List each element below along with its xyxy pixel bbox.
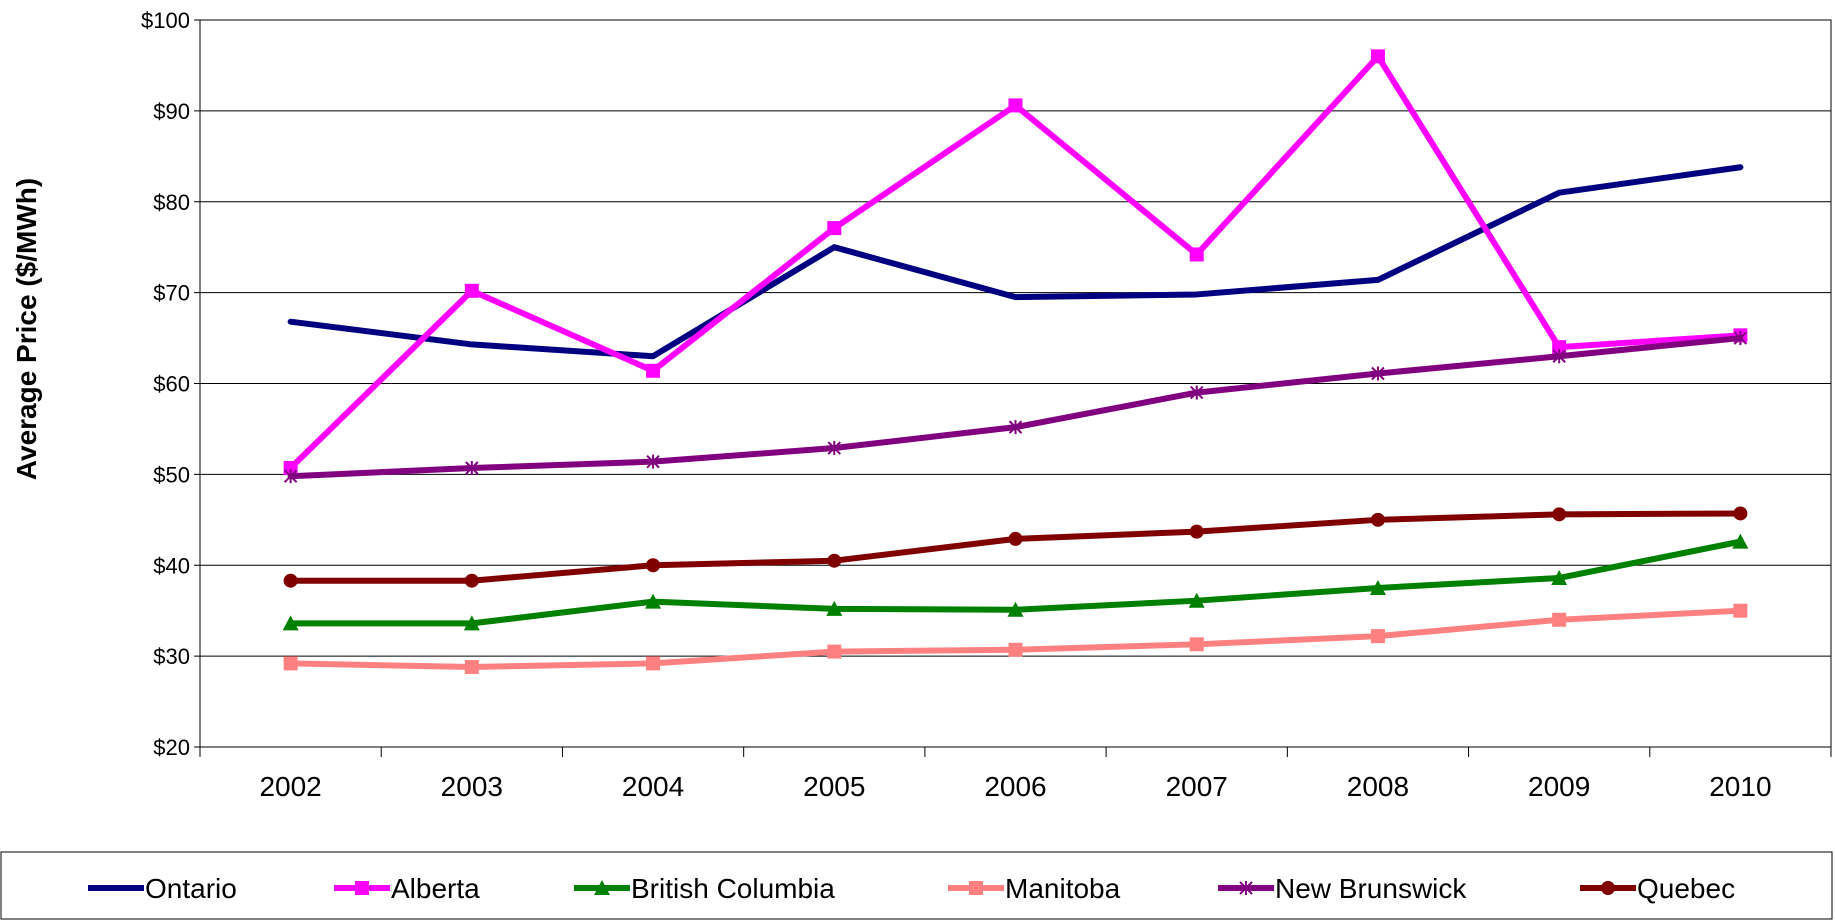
legend-item-quebec: Quebec: [1580, 873, 1735, 904]
data-point-new-brunswick: [1008, 420, 1023, 435]
y-tick-label: $90: [153, 99, 190, 124]
data-point-manitoba: [1008, 642, 1023, 657]
data-point-british-columbia: [463, 615, 480, 631]
series-new-brunswick: [283, 331, 1748, 484]
y-tick-label: $80: [153, 190, 190, 215]
data-point-quebec: [1370, 512, 1385, 527]
data-point-new-brunswick: [1371, 366, 1385, 381]
data-point-manitoba: [1552, 612, 1567, 627]
data-point-alberta: [1189, 247, 1204, 262]
series-manitoba: [283, 603, 1748, 675]
series-line-ontario: [287, 164, 1744, 360]
data-point-quebec: [1733, 506, 1748, 521]
legend-item-ontario: Ontario: [88, 873, 237, 904]
data-point-manitoba: [283, 656, 298, 671]
legend: Ontario Alberta British Columbia Manitoba Ne…: [0, 851, 1833, 920]
data-point-british-columbia: [645, 593, 662, 609]
data-point-british-columbia: [1551, 569, 1568, 585]
series-lines: [282, 49, 1749, 675]
series-line-new-brunswick: [287, 335, 1744, 480]
legend-label: British Columbia: [631, 873, 835, 904]
data-point-manitoba: [646, 656, 661, 671]
legend-label: New Brunswick: [1275, 873, 1467, 904]
legend-swatch-marker: [969, 881, 983, 895]
data-point-new-brunswick: [827, 441, 841, 456]
legend-label: Quebec: [1637, 873, 1735, 904]
x-tick-label: 2006: [984, 771, 1046, 802]
legend-swatch-marker: [1601, 881, 1615, 895]
legend-label: Alberta: [391, 873, 480, 904]
data-point-quebec: [1008, 531, 1023, 546]
data-point-quebec: [283, 573, 298, 588]
data-point-quebec: [827, 553, 842, 568]
y-tick-label: $70: [153, 281, 190, 306]
series-quebec: [283, 506, 1748, 588]
x-tick-label: 2004: [622, 771, 684, 802]
data-point-manitoba: [1189, 637, 1204, 652]
data-point-quebec: [646, 558, 661, 573]
y-tick-label: $20: [153, 735, 190, 760]
legend-box: [0, 851, 1833, 920]
data-point-new-brunswick: [646, 454, 660, 469]
data-point-british-columbia: [1369, 579, 1386, 595]
data-point-alberta: [1370, 49, 1385, 64]
legend-item-new-brunswick: New Brunswick: [1218, 873, 1467, 904]
data-point-alberta: [1008, 98, 1023, 113]
data-point-alberta: [464, 283, 479, 298]
data-point-manitoba: [1733, 603, 1748, 618]
data-point-british-columbia: [826, 600, 843, 616]
series-alberta: [283, 49, 1748, 476]
y-tick-label: $50: [153, 462, 190, 487]
y-axis-label: Average Price ($/MWh): [11, 178, 42, 480]
legend-item-alberta: Alberta: [334, 873, 480, 904]
axes: $20 $30 $40 $50 $60 $70 $80 $90 $100 2002 2003 2004…: [141, 8, 1832, 802]
y-tick-label: $60: [153, 372, 190, 397]
data-point-new-brunswick: [1552, 349, 1566, 364]
data-point-manitoba: [464, 660, 479, 675]
data-point-new-brunswick: [283, 469, 298, 484]
legend-swatch-marker: [594, 880, 610, 895]
series-ontario: [287, 164, 1744, 360]
x-tick-label: 2009: [1528, 771, 1590, 802]
data-point-new-brunswick: [1190, 385, 1204, 400]
data-point-quebec: [1189, 524, 1204, 539]
data-point-british-columbia: [1732, 533, 1749, 549]
data-point-alberta: [646, 363, 661, 378]
data-point-british-columbia: [1007, 601, 1024, 617]
x-tick-label: 2010: [1709, 771, 1771, 802]
x-tick-label: 2003: [441, 771, 503, 802]
data-point-manitoba: [827, 644, 842, 659]
y-tick-label: $30: [153, 644, 190, 669]
x-tick-label: 2002: [259, 771, 321, 802]
data-point-british-columbia: [1188, 592, 1205, 608]
series-line-quebec: [287, 510, 1744, 584]
series-line-alberta: [287, 53, 1744, 472]
x-tick-label: 2008: [1347, 771, 1409, 802]
legend-label: Manitoba: [1005, 873, 1121, 904]
data-point-new-brunswick: [1733, 331, 1748, 346]
legend-swatch-marker: [355, 881, 369, 895]
data-point-quebec: [464, 573, 479, 588]
series-british-columbia: [282, 533, 1749, 631]
x-tick-label: 2005: [803, 771, 865, 802]
x-tick-label: 2007: [1166, 771, 1228, 802]
legend-label: Ontario: [145, 873, 237, 904]
y-tick-label: $100: [141, 8, 190, 33]
y-tick-label: $40: [153, 553, 190, 578]
legend-item-manitoba: Manitoba: [948, 873, 1121, 904]
data-point-quebec: [1552, 507, 1567, 522]
data-point-alberta: [1552, 340, 1567, 355]
data-point-manitoba: [1370, 629, 1385, 644]
data-point-new-brunswick: [465, 461, 479, 476]
legend-item-british-columbia: British Columbia: [574, 873, 835, 904]
legend-swatch-marker: [1239, 881, 1253, 895]
data-point-alberta: [827, 221, 842, 236]
data-point-british-columbia: [282, 615, 299, 631]
